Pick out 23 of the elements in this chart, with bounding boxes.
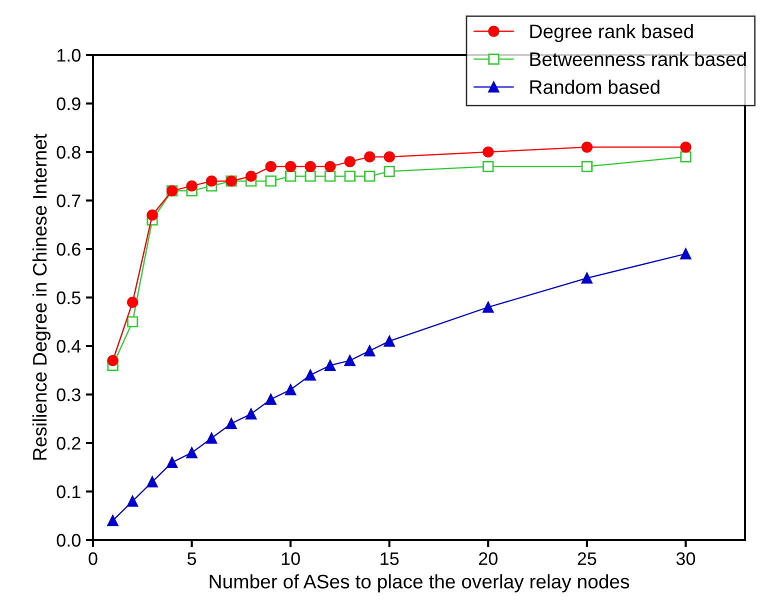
y-tick-label: 0.0 — [56, 534, 80, 547]
y-axis-title: Resilience Degree in Chinese Internet — [32, 134, 51, 460]
x-tick-label: 20 — [479, 552, 498, 566]
y-tick-label: 0.4 — [56, 340, 81, 353]
y-tick-label: 1.0 — [57, 48, 80, 62]
y-tick-label: 0.3 — [56, 388, 80, 402]
legend-label: Random based — [530, 80, 660, 94]
x-tick-label: 30 — [676, 552, 696, 566]
y-tick-label: 0.8 — [56, 146, 80, 159]
y-tick-label: 0.6 — [56, 242, 80, 256]
legend-label: Degree rank based — [530, 24, 693, 42]
x-tick-label: 0 — [88, 552, 98, 566]
x-tick-label: 15 — [380, 552, 399, 566]
x-tick-label: 5 — [187, 552, 196, 566]
y-tick-label: 0.1 — [56, 485, 80, 498]
y-tick-label: 0.9 — [56, 97, 80, 110]
x-tick-label: 25 — [578, 552, 596, 566]
y-tick-label: 0.7 — [56, 194, 80, 208]
y-tick-label: 0.2 — [56, 436, 80, 450]
legend-label: Betweenness rank based — [530, 52, 746, 66]
x-axis-title: Number of ASes to place the overlay relay nodes — [210, 574, 630, 592]
y-tick-label: 0.5 — [56, 291, 80, 304]
x-tick-label: 10 — [282, 552, 300, 566]
